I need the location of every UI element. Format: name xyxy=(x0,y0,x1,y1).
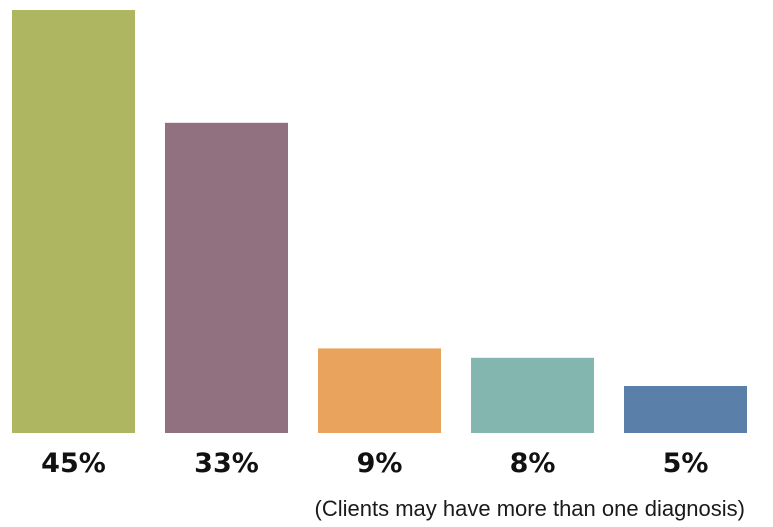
bar-2 xyxy=(165,122,288,434)
bar-value-label-3: 9% xyxy=(357,448,403,479)
bar-1 xyxy=(12,10,135,433)
bar-3 xyxy=(318,348,441,433)
bars-group xyxy=(12,10,747,434)
bar-value-label-2: 33% xyxy=(194,448,259,479)
bar-4 xyxy=(471,357,594,433)
bar-5 xyxy=(624,386,747,433)
bar-value-label-4: 8% xyxy=(510,448,556,479)
bar-value-label-5: 5% xyxy=(663,448,709,479)
chart-footnote: (Clients may have more than one diagnosi… xyxy=(314,496,745,521)
labels-group: 45% 33% 9% 8% 5% xyxy=(41,448,708,479)
bar-value-label-1: 45% xyxy=(41,448,106,479)
